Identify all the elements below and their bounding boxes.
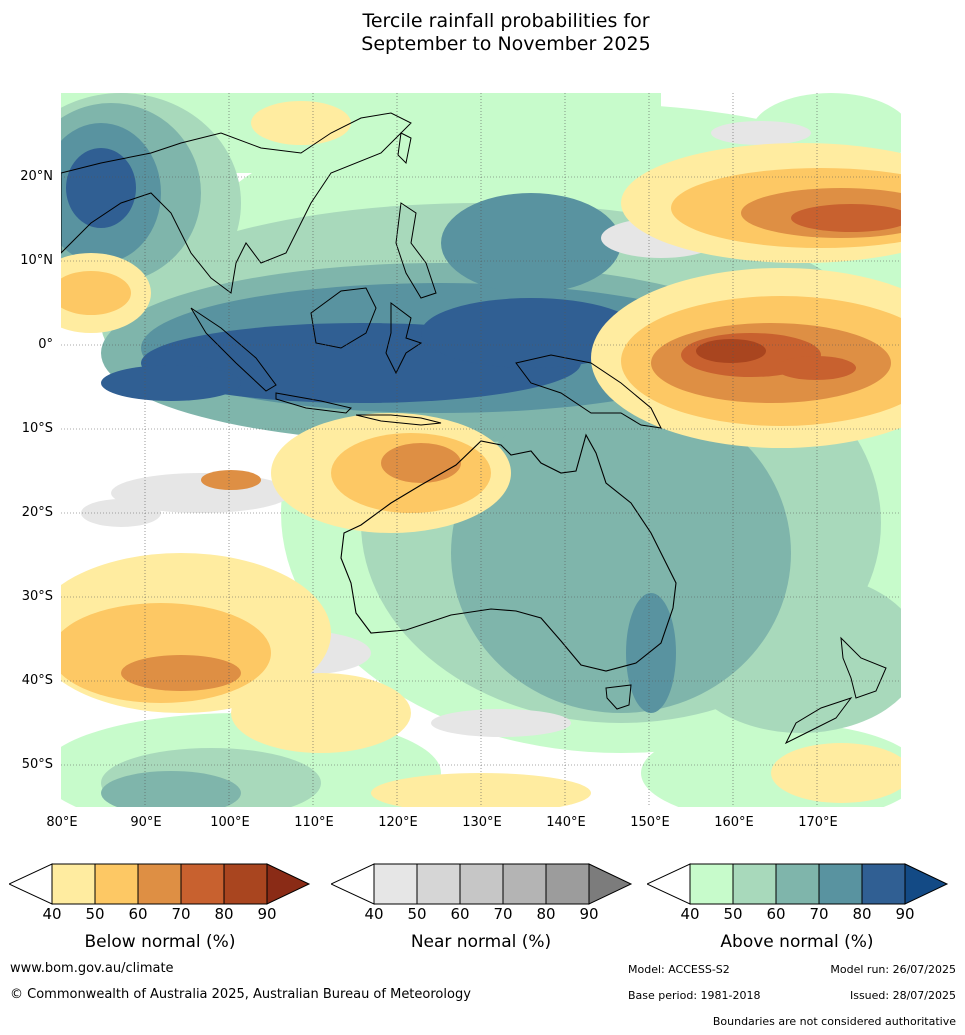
tasmania-coastline (605, 684, 632, 710)
philippines-coastline (395, 202, 437, 299)
lesser-sunda-coastline (355, 414, 442, 426)
above-tick-70: 70 (809, 905, 829, 923)
lat-label-30s: 30°S (21, 589, 53, 604)
below-tick-90: 90 (257, 905, 277, 923)
below-tick-80: 80 (214, 905, 234, 923)
new-zealand-north-coastline (840, 636, 887, 699)
sulawesi-coastline (385, 302, 423, 375)
lon-label-140e: 140°E (546, 815, 586, 830)
lat-label-10s: 10°S (21, 421, 53, 436)
near-tick-90: 90 (579, 905, 599, 923)
lon-label-120e: 120°E (378, 815, 418, 830)
near-normal-label: Near normal (%) (410, 932, 552, 952)
taiwan-coastline (397, 132, 412, 165)
lon-label-150e: 150°E (630, 815, 670, 830)
lat-label-40s: 40°S (21, 673, 53, 688)
lat-label-50s: 50°S (21, 757, 53, 772)
near-tick-60: 60 (450, 905, 470, 923)
near-normal-colorbar (331, 863, 633, 905)
below-normal-80-zones (696, 339, 766, 363)
map-svg (61, 93, 901, 807)
lon-label-160e: 160°E (714, 815, 754, 830)
below-normal-label: Below normal (%) (84, 932, 236, 952)
lon-label-170e: 170°E (798, 815, 838, 830)
below-tick-70: 70 (171, 905, 191, 923)
below-tick-40: 40 (42, 905, 62, 923)
disclaimer-text: Boundaries are not considered authoritat… (712, 1015, 956, 1028)
website-link[interactable]: www.bom.gov.au/climate (10, 961, 174, 976)
sumatra-coastline (190, 307, 277, 392)
near-tick-70: 70 (493, 905, 513, 923)
base-period-text: Base period: 1981-2018 (628, 989, 761, 1002)
above-tick-90: 90 (895, 905, 915, 923)
below-tick-60: 60 (128, 905, 148, 923)
new-zealand-south-coastline (784, 697, 853, 745)
java-coastline (275, 392, 352, 414)
new-guinea-coastline (515, 354, 662, 429)
above-normal-colorbar (647, 863, 949, 905)
title-line-1: Tercile rainfall probabilities for (362, 10, 650, 32)
lat-label-20s: 20°S (21, 505, 53, 520)
near-tick-40: 40 (364, 905, 384, 923)
rainfall-probability-map (61, 93, 901, 807)
above-tick-40: 40 (680, 905, 700, 923)
borneo-coastline (310, 287, 377, 349)
above-normal-label: Above normal (%) (720, 932, 874, 952)
lon-label-100e: 100°E (210, 815, 250, 830)
issued-text: Issued: 28/07/2025 (849, 989, 956, 1002)
near-tick-50: 50 (407, 905, 427, 923)
lon-label-90e: 90°E (130, 815, 162, 830)
map-gridlines (61, 93, 901, 807)
below-tick-50: 50 (85, 905, 105, 923)
copyright-text: © Commonwealth of Australia 2025, Austra… (10, 987, 471, 1002)
lon-label-130e: 130°E (462, 815, 502, 830)
lat-label-10n: 10°N (20, 253, 53, 268)
near-tick-80: 80 (536, 905, 556, 923)
lon-label-110e: 110°E (294, 815, 334, 830)
above-normal-80-zones (66, 148, 641, 403)
chart-title: Tercile rainfall probabilities for Septe… (0, 10, 965, 56)
southeast-asia-coastline (61, 112, 412, 294)
above-tick-80: 80 (852, 905, 872, 923)
model-text: Model: ACCESS-S2 (628, 963, 730, 976)
lat-label-0: 0° (38, 337, 53, 352)
above-tick-60: 60 (766, 905, 786, 923)
below-normal-colorbar (9, 863, 311, 905)
model-run-text: Model run: 26/07/2025 (830, 963, 956, 976)
above-tick-50: 50 (723, 905, 743, 923)
australia-coastline (340, 433, 677, 672)
title-line-2: September to November 2025 (361, 33, 651, 55)
lon-label-80e: 80°E (46, 815, 78, 830)
lat-label-20n: 20°N (20, 169, 53, 184)
